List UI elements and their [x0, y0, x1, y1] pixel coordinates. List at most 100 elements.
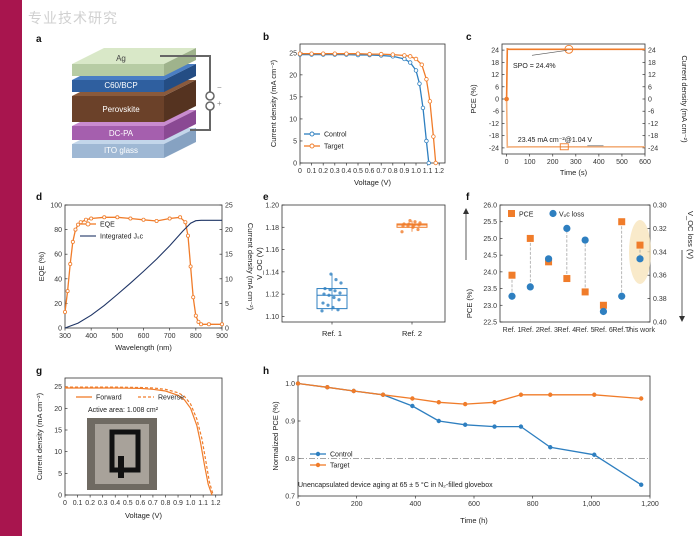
- c-x-tick-label: 0: [505, 159, 509, 166]
- g-x-tick-label: 0.5: [123, 500, 133, 507]
- h-x-tick-label: 400: [409, 501, 421, 508]
- f-pce-marker: [636, 241, 644, 249]
- layer-label-dcpa: DC-PA: [109, 129, 134, 138]
- c-y-tick-label: 0: [495, 97, 499, 104]
- f-right-arrow-head: [679, 316, 685, 322]
- e-data-point: [321, 301, 325, 305]
- h-data-point: [410, 396, 415, 401]
- d-eqe-point: [68, 262, 73, 267]
- b-data-point: [408, 54, 413, 59]
- h-data-point: [492, 400, 497, 405]
- e-data-point: [337, 298, 341, 302]
- c-spo-arrow: [531, 49, 568, 56]
- b-x-tick-label: 0.9: [400, 168, 410, 175]
- h-legend-control-label: Control: [330, 452, 353, 459]
- e-category-target: Ref. 2: [402, 329, 422, 338]
- h-aging-annotation: Unencapsulated device aging at 65 ± 5 °C…: [298, 481, 493, 489]
- c-y-axis-title: PCE (%): [469, 84, 478, 114]
- f-pce-marker: [526, 234, 534, 242]
- c-y-tick-label: -12: [489, 121, 499, 128]
- h-y-tick-label: 0.7: [285, 494, 295, 501]
- c-x-tick-label: 400: [593, 159, 605, 166]
- h-data-point: [380, 392, 386, 397]
- d-eqe-point: [73, 227, 78, 232]
- d-x-tick-label: 600: [138, 333, 150, 340]
- h-data-point: [436, 400, 441, 405]
- g-x-tick-label: 1.0: [186, 500, 196, 507]
- e-data-point: [400, 230, 404, 234]
- c-right-y-axis-title: Current density (mA cm⁻²): [680, 55, 689, 143]
- c-pce-trace: [505, 47, 645, 100]
- h-data-point: [592, 392, 597, 397]
- d-eqe-point: [89, 216, 94, 221]
- b-data-point: [379, 51, 384, 57]
- f-voc-loss-marker: [526, 283, 534, 291]
- f-legend-voc-label: Vₒᴄ loss: [559, 212, 585, 219]
- b-data-point: [390, 52, 395, 57]
- layer-label-c60: C60/BCP: [104, 81, 137, 90]
- f-y2-tick-label: 0.32: [653, 226, 667, 233]
- h-series-line-target: [297, 382, 642, 405]
- e-data-point: [331, 305, 335, 310]
- b-data-point: [426, 160, 431, 166]
- h-data-point: [492, 424, 497, 429]
- b-data-point: [413, 68, 419, 73]
- d-eqe-point: [193, 313, 198, 318]
- d-eqe-point: [191, 295, 196, 300]
- f-right-y-axis-title: V_OC loss (V): [686, 211, 695, 259]
- h-data-point: [351, 388, 356, 394]
- c-y2-tick-label: 0: [648, 97, 652, 104]
- layer-label-perovskite: Perovskite: [102, 105, 140, 114]
- f-y-tick-label: 24.0: [483, 269, 497, 276]
- f-y-tick-label: 23.0: [483, 303, 497, 310]
- d-eqe-point: [219, 322, 224, 327]
- d-legend-jsc-label: Integrated Jₛᴄ: [100, 234, 144, 241]
- g-y-tick-label: 20: [54, 406, 62, 413]
- b-legend-control-label: Control: [324, 132, 347, 139]
- e-data-point: [408, 219, 412, 223]
- b-legend-target-marker: [309, 143, 315, 149]
- c-current-marker: [559, 143, 569, 151]
- e-y-tick-label: 1.18: [265, 225, 279, 232]
- f-frame: [499, 204, 651, 323]
- b-data-point: [402, 53, 407, 58]
- d-y2-tick-label: 5: [225, 301, 229, 308]
- h-data-point: [639, 482, 644, 487]
- h-data-point: [295, 381, 301, 386]
- h-x-axis-title: Time (h): [460, 516, 488, 525]
- b-data-point: [433, 160, 438, 166]
- c-y-tick-label: 24: [491, 48, 499, 55]
- d-y2-tick-label: 20: [225, 227, 233, 234]
- f-y2-tick-label: 0.38: [653, 296, 667, 303]
- e-data-point: [416, 227, 420, 232]
- b-x-tick-label: 0.4: [342, 168, 352, 175]
- d-eqe-point: [115, 215, 120, 220]
- e-data-point: [326, 303, 330, 307]
- e-data-point: [320, 309, 324, 313]
- c-y2-tick-label: -12: [648, 121, 658, 128]
- panel-label-h: h: [263, 366, 269, 377]
- d-y2-tick-label: 15: [225, 252, 233, 259]
- h-legend-control-marker: [315, 451, 321, 457]
- e-y-tick-label: 1.10: [265, 314, 279, 321]
- device-photo-inset: [87, 418, 157, 490]
- g-legend-reverse-label: Reverse: [158, 395, 184, 402]
- g-x-axis-title: Voltage (V): [125, 511, 163, 520]
- e-data-point: [413, 220, 417, 224]
- b-x-tick-label: 0.6: [365, 168, 375, 175]
- g-series-line-reverse: [65, 386, 214, 496]
- c-y-tick-label: -24: [489, 145, 499, 152]
- f-voc-loss-marker: [581, 236, 589, 244]
- c-spo-marker: [564, 44, 574, 54]
- d-eqe-point: [185, 233, 190, 238]
- d-x-tick-label: 900: [216, 333, 228, 340]
- f-y-axis-title: PCE (%): [465, 288, 474, 318]
- b-x-tick-label: 0.8: [388, 168, 398, 175]
- h-x-tick-label: 1,200: [641, 501, 659, 508]
- d-eqe-point: [196, 319, 201, 324]
- b-data-point: [413, 56, 419, 62]
- e-y-tick-label: 1.14: [265, 269, 279, 276]
- f-category-label: Ref. 6: [594, 327, 613, 334]
- c-y-tick-label: -6: [493, 109, 499, 116]
- f-legend-pce-label: PCE: [519, 212, 534, 219]
